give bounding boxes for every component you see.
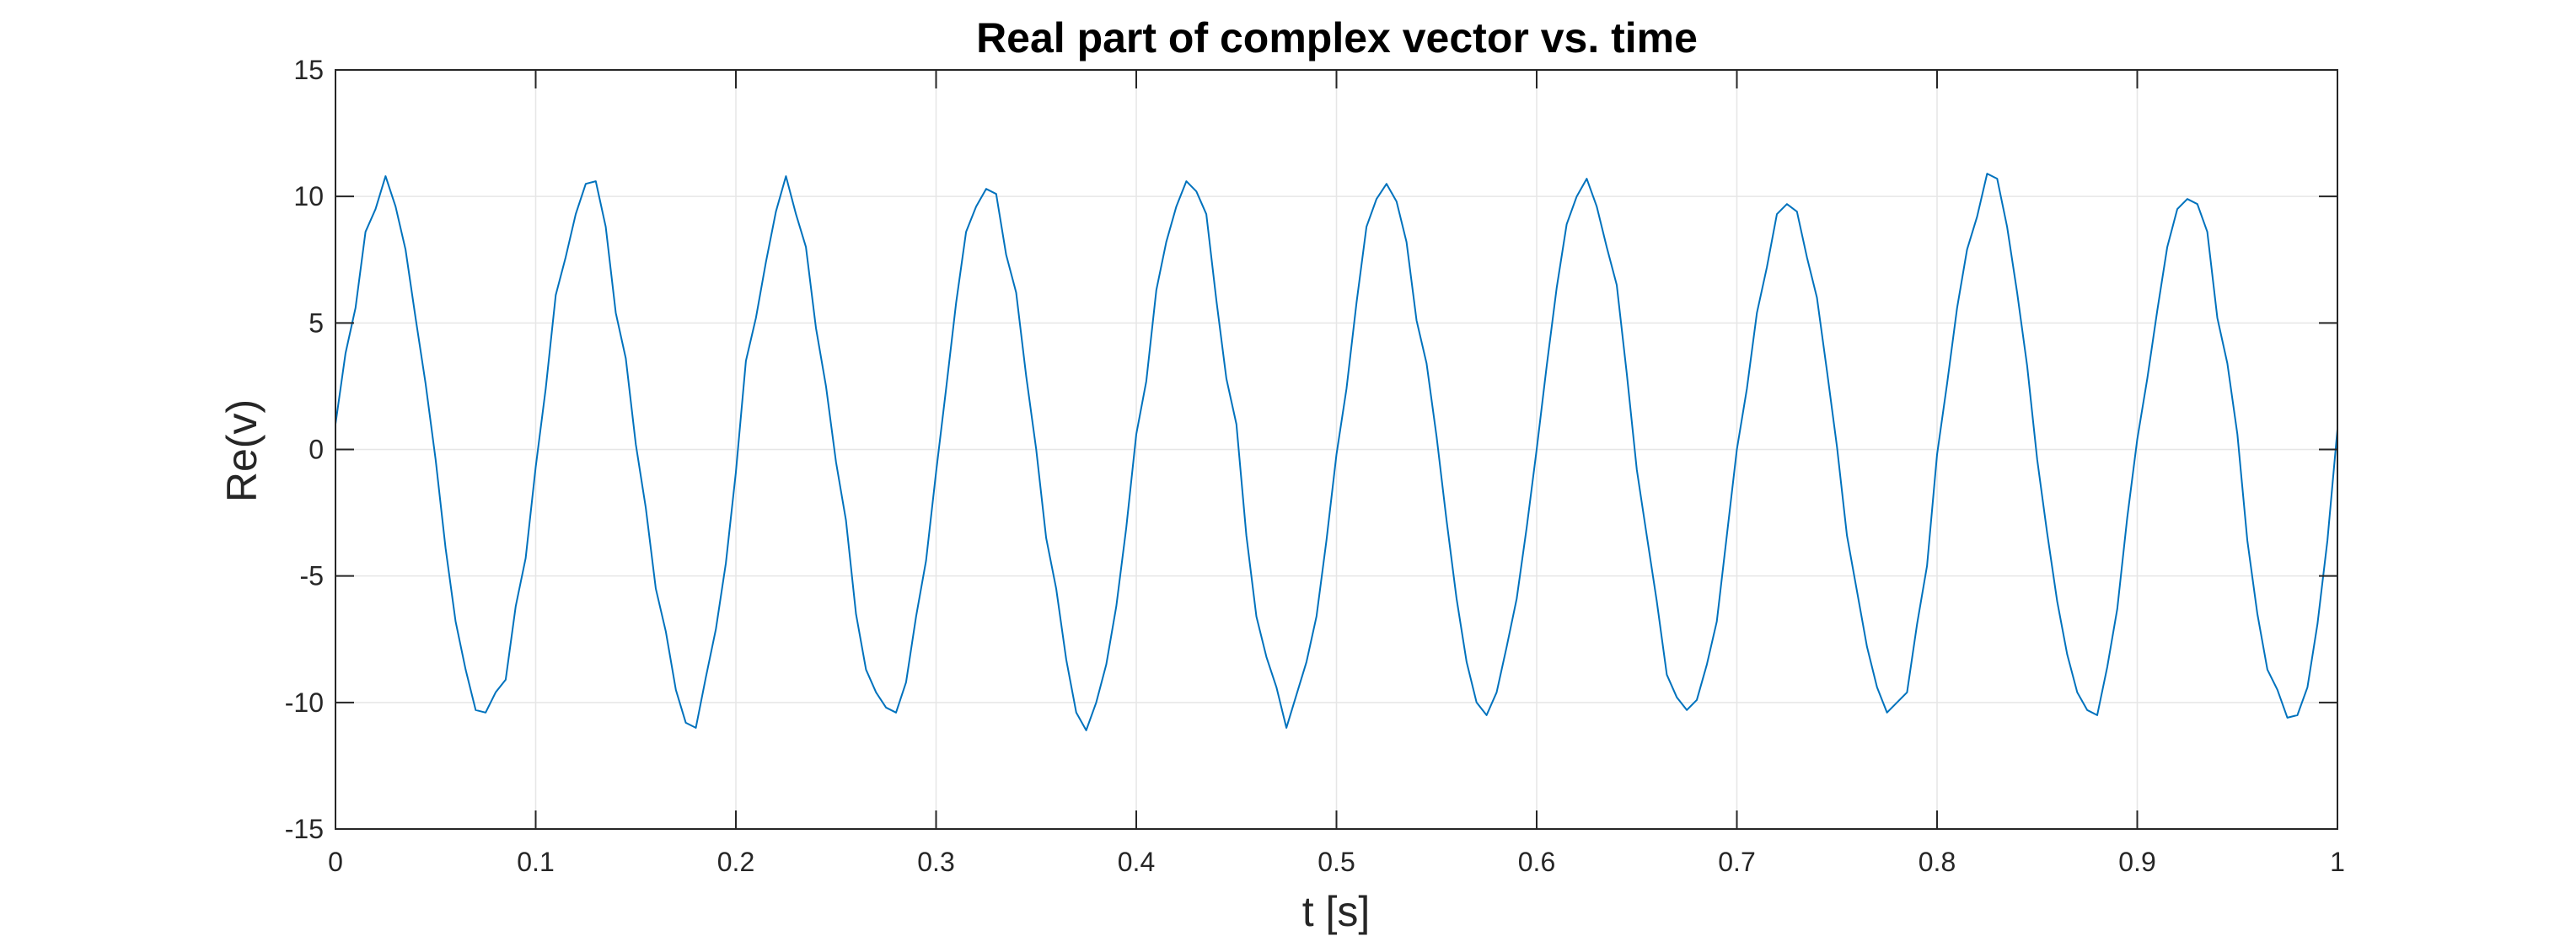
- y-tick-label: 10: [293, 181, 324, 211]
- series-layer: [335, 173, 2338, 731]
- x-tick-label: 0.4: [1118, 847, 1155, 877]
- y-axis-label: Re(v): [218, 399, 266, 502]
- y-tick-label: 15: [293, 55, 324, 85]
- x-tick-label: 0.3: [917, 847, 954, 877]
- x-tick-label: 0.1: [517, 847, 554, 877]
- x-tick-label: 0.9: [2118, 847, 2155, 877]
- x-tick-label: 0.7: [1718, 847, 1755, 877]
- series-line: [335, 173, 2338, 731]
- y-tick-label: -15: [285, 814, 324, 844]
- chart-title: Real part of complex vector vs. time: [976, 14, 1698, 62]
- y-tick-label: 5: [309, 308, 324, 338]
- x-tick-label: 0.2: [717, 847, 754, 877]
- x-tick-label: 0: [328, 847, 343, 877]
- x-tick-label: 0.5: [1318, 847, 1355, 877]
- x-tick-label: 0.8: [1919, 847, 1956, 877]
- x-axis-label: t [s]: [1302, 888, 1371, 935]
- y-tick-label: 0: [309, 435, 324, 465]
- y-tick-label: -10: [285, 687, 324, 718]
- y-tick-labels: 15 10 5 0 -5 -10 -15: [285, 55, 324, 844]
- y-tick-label: -5: [300, 561, 324, 591]
- ticks: [335, 69, 2338, 830]
- x-tick-label: 0.6: [1518, 847, 1555, 877]
- x-tick-labels: 0 0.1 0.2 0.3 0.4 0.5 0.6 0.7 0.8 0.9 1: [328, 847, 2345, 877]
- x-tick-label: 1: [2330, 847, 2345, 877]
